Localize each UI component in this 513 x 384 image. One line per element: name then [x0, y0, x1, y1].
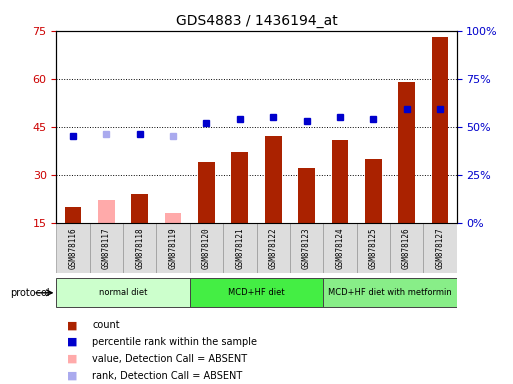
Bar [223, 223, 256, 273]
Text: GSM878127: GSM878127 [436, 228, 444, 269]
Bar [398, 82, 415, 223]
Bar [231, 152, 248, 223]
Bar [357, 223, 390, 273]
Bar [156, 223, 190, 273]
Bar [390, 223, 423, 273]
Bar [365, 159, 382, 223]
Text: GSM878116: GSM878116 [69, 228, 77, 269]
Text: value, Detection Call = ABSENT: value, Detection Call = ABSENT [92, 354, 247, 364]
Text: protocol: protocol [10, 288, 50, 298]
Text: GSM878122: GSM878122 [269, 228, 278, 269]
Bar [190, 278, 323, 308]
Bar [331, 139, 348, 223]
Text: normal diet: normal diet [99, 288, 147, 297]
Bar [56, 223, 90, 273]
Bar [123, 223, 156, 273]
Bar [56, 278, 190, 308]
Text: GSM878117: GSM878117 [102, 228, 111, 269]
Bar [90, 223, 123, 273]
Text: ■: ■ [67, 320, 77, 330]
Text: percentile rank within the sample: percentile rank within the sample [92, 337, 258, 347]
Text: ■: ■ [67, 371, 77, 381]
Text: count: count [92, 320, 120, 330]
Text: GSM878125: GSM878125 [369, 228, 378, 269]
Text: rank, Detection Call = ABSENT: rank, Detection Call = ABSENT [92, 371, 243, 381]
Bar [298, 168, 315, 223]
Text: GSM878124: GSM878124 [336, 228, 344, 269]
Text: GSM878123: GSM878123 [302, 228, 311, 269]
Bar [98, 200, 115, 223]
Bar [431, 37, 448, 223]
Text: ■: ■ [67, 337, 77, 347]
Bar [290, 223, 323, 273]
Bar [423, 223, 457, 273]
Text: GSM878118: GSM878118 [135, 228, 144, 269]
Bar [65, 207, 82, 223]
Bar [323, 223, 357, 273]
Text: MCD+HF diet with metformin: MCD+HF diet with metformin [328, 288, 452, 297]
Bar [265, 136, 282, 223]
Text: ■: ■ [67, 354, 77, 364]
Bar [131, 194, 148, 223]
Bar [198, 162, 215, 223]
Title: GDS4883 / 1436194_at: GDS4883 / 1436194_at [175, 14, 338, 28]
Bar [165, 213, 182, 223]
Bar [190, 223, 223, 273]
Text: GSM878120: GSM878120 [202, 228, 211, 269]
Text: GSM878119: GSM878119 [169, 228, 177, 269]
Bar [256, 223, 290, 273]
Text: GSM878126: GSM878126 [402, 228, 411, 269]
Bar [323, 278, 457, 308]
Text: GSM878121: GSM878121 [235, 228, 244, 269]
Text: MCD+HF diet: MCD+HF diet [228, 288, 285, 297]
